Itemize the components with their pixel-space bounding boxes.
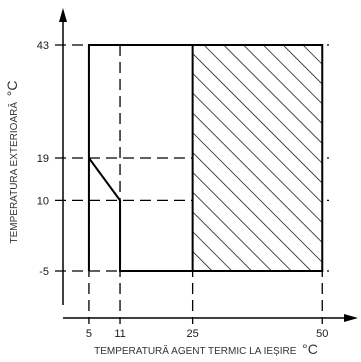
y-tick-label: 19 <box>37 153 49 165</box>
x-axis-label: TEMPERATURĂ AGENT TERMIC LA IEȘIRE °C <box>94 341 318 357</box>
y-tick-label: 10 <box>37 195 49 207</box>
x-tick-label: 5 <box>86 328 92 340</box>
y-axis-arrow-icon <box>59 8 67 22</box>
operating-region-outline <box>87 44 324 272</box>
y-axis-label-text: TEMPERATURA EXTERIOARĂ <box>7 102 20 244</box>
x-axis-label-text: TEMPERATURĂ AGENT TERMIC LA IEȘIRE <box>94 344 297 357</box>
x-tick-label: 11 <box>114 328 125 340</box>
hatched-region <box>192 45 323 271</box>
x-tick-label: 50 <box>316 328 328 340</box>
x-tick-labels: 5 11 25 50 <box>86 328 329 340</box>
y-tick-label: 43 <box>37 40 49 52</box>
chart-regions <box>87 44 324 272</box>
y-axis-unit: °C <box>4 80 20 96</box>
y-tick-label: -5 <box>39 266 49 278</box>
x-axis-unit: °C <box>302 341 318 357</box>
x-tick-label: 25 <box>187 328 199 340</box>
y-axis-label: TEMPERATURA EXTERIOARĂ °C <box>4 80 20 243</box>
y-tick-labels: 43 19 10 -5 <box>37 40 49 278</box>
x-axis-arrow-icon <box>344 314 358 322</box>
